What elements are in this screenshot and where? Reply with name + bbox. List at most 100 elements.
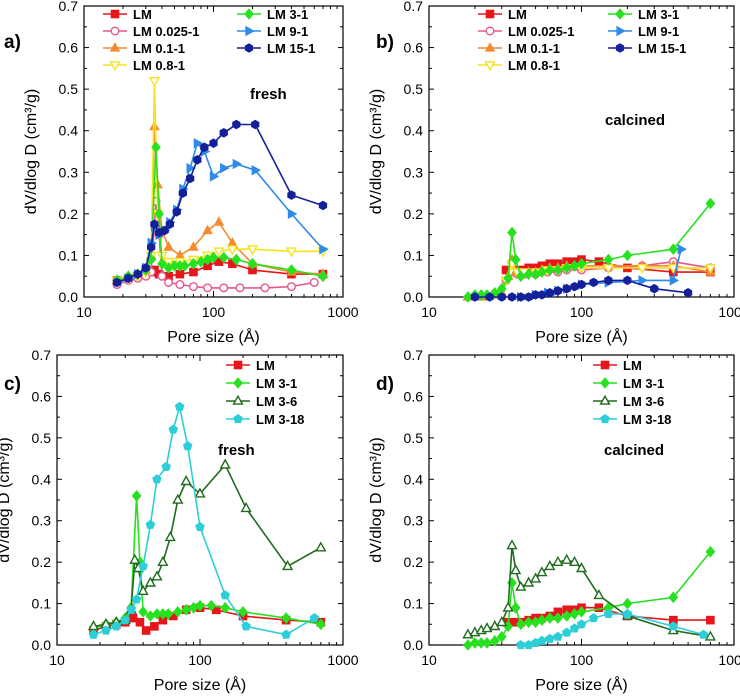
data-point-lm-15-1 (507, 292, 517, 302)
y-tick-label: 0.4 (59, 123, 79, 139)
data-point-lm-3-18 (309, 613, 320, 623)
panel-a-label: a) (4, 32, 21, 53)
data-point-lm-3-18 (168, 424, 178, 434)
data-point-lm-0-025-1 (235, 283, 245, 293)
legend-label-lm-3-6: LM 3-6 (623, 394, 664, 409)
data-point-lm-9-1 (232, 158, 243, 170)
data-point-lm-3-18 (88, 629, 99, 639)
data-point-lm-15-1 (160, 225, 169, 236)
data-point-lm-3-6 (568, 555, 581, 566)
x-axis-title: Pore size (Å) (535, 675, 627, 694)
data-point-lm-3-1 (489, 635, 500, 647)
panel-b: 0.0 0.1 0.2 0.3 0.4 0.5 0.6 0.7 10 100 1000 Pore si… (368, 0, 740, 346)
data-point-lm-0-025-1 (219, 283, 229, 293)
data-point-lm-9-1 (669, 275, 680, 286)
data-point-lm-3-18 (126, 604, 136, 614)
y-tick-label: 0.0 (404, 289, 424, 305)
data-point-lm-3-6 (530, 572, 542, 583)
data-point-lm-3-6 (137, 584, 149, 595)
data-point-lm-15-1 (287, 190, 296, 200)
legend-marker-lm-3-1 (615, 8, 625, 20)
data-point-lm-3-18 (668, 621, 679, 631)
data-point-lm-3-18 (145, 519, 156, 529)
data-point-lm-9-1 (193, 137, 204, 149)
data-point-lm-3-18 (220, 590, 230, 600)
y-tick-label: 0.1 (32, 596, 52, 612)
x-axis-title: Pore size (Å) (535, 327, 627, 346)
data-point-lm-3-1 (668, 243, 679, 255)
data-point-lm-3-1 (523, 616, 534, 629)
data-point-lm-9-1 (186, 162, 197, 174)
y-axis-title: dV/dlog D (cm³/g) (0, 437, 13, 562)
data-point-lm-3-1 (503, 272, 513, 285)
data-point-lm-3-1 (705, 197, 716, 210)
y-tick-label: 0.0 (59, 289, 79, 305)
legend-label-lm: LM (256, 358, 275, 373)
data-point-lm-3-6 (561, 553, 573, 564)
data-point-lm-3-18 (569, 623, 580, 633)
series-lm-3-1 (88, 490, 326, 635)
data-point-lm-15-1 (251, 119, 260, 130)
data-point-lm-15-1 (141, 263, 150, 273)
legend-marker-lm-15-1 (615, 43, 625, 53)
y-tick-label: 0.2 (32, 554, 52, 570)
data-point-lm-3-1 (489, 287, 500, 299)
data-point-lm-3-6 (510, 564, 522, 575)
data-point-lm-0-1-1 (213, 216, 225, 226)
x-tick-label: 10 (421, 304, 437, 320)
legend-marker-lm (233, 360, 243, 370)
data-point-lm-3-18 (195, 521, 205, 531)
series-lm-15-1 (112, 119, 328, 288)
y-tick-label: 0.3 (404, 513, 424, 529)
y-axis-title: dV/dlog D (cm³/g) (23, 89, 40, 214)
y-tick-label: 0.5 (32, 430, 52, 446)
data-point-lm-3-1 (179, 260, 190, 272)
data-point-lm-15-1 (200, 142, 209, 153)
data-point-lm-0-1-1 (149, 120, 160, 131)
legend-marker-lm-3-6 (232, 394, 244, 405)
data-point-lm-9-1 (638, 275, 649, 286)
panel-b-label: b) (376, 32, 394, 53)
data-point-lm-3-18 (281, 629, 291, 639)
data-point-lm-3-6 (164, 531, 176, 542)
data-point-lm-3-18 (516, 639, 526, 650)
data-point-lm-3-6 (481, 622, 493, 633)
legend-marker-lm-0-1-1 (109, 42, 121, 52)
data-point-lm-3-18 (588, 613, 599, 623)
panel-c-annotation: fresh (218, 442, 255, 459)
legend-marker-lm-3-6 (599, 394, 611, 405)
legend-label-lm-3-18: LM 3-18 (256, 412, 304, 427)
x-axis-title: Pore size (Å) (167, 327, 259, 346)
data-point-lm-3-1 (482, 637, 492, 649)
data-point-lm-3-1 (561, 610, 572, 622)
series-lm-3-1 (463, 545, 716, 651)
y-tick-label: 0.4 (404, 123, 424, 139)
data-point-lm-3-18 (698, 629, 709, 639)
y-tick-label: 0.3 (59, 164, 79, 180)
legend-marker-lm (600, 360, 610, 370)
data-point-lm-3-1 (561, 262, 572, 274)
data-point-lm-0-8-1 (213, 247, 225, 258)
data-point-lm-3-18 (241, 621, 251, 631)
data-point-lm-0-025-1 (188, 282, 198, 292)
legend-label-lm-0-8-1: LM 0.8-1 (133, 58, 185, 73)
y-tick-label: 0.1 (404, 596, 424, 612)
data-point-lm-3-1 (510, 253, 521, 266)
panel-d-label: d) (376, 374, 394, 395)
data-point-lm-3-1 (544, 612, 555, 624)
data-point-lm-3-6 (129, 553, 141, 564)
legend-marker-lm (110, 9, 120, 19)
data-point-lm (135, 617, 145, 627)
legend-marker-lm-3-1 (600, 377, 610, 389)
data-point-lm-0-1-1 (188, 241, 199, 251)
x-tick-label: 1000 (327, 652, 358, 668)
data-point-lm-3-6 (172, 493, 184, 504)
legend-marker-lm (485, 9, 495, 19)
panel-c-legend: LM LM 3-1 LM 3-6 LM 3-18 (226, 358, 304, 427)
data-point-lm-3-18 (138, 561, 148, 571)
data-point-lm-3-1 (138, 606, 148, 618)
legend-label-lm-0-1-1: LM 0.1-1 (133, 41, 185, 56)
data-point-lm-3-1 (510, 601, 521, 614)
data-point-lm-15-1 (497, 292, 506, 302)
legend-marker-lm-0-8-1 (484, 61, 496, 72)
